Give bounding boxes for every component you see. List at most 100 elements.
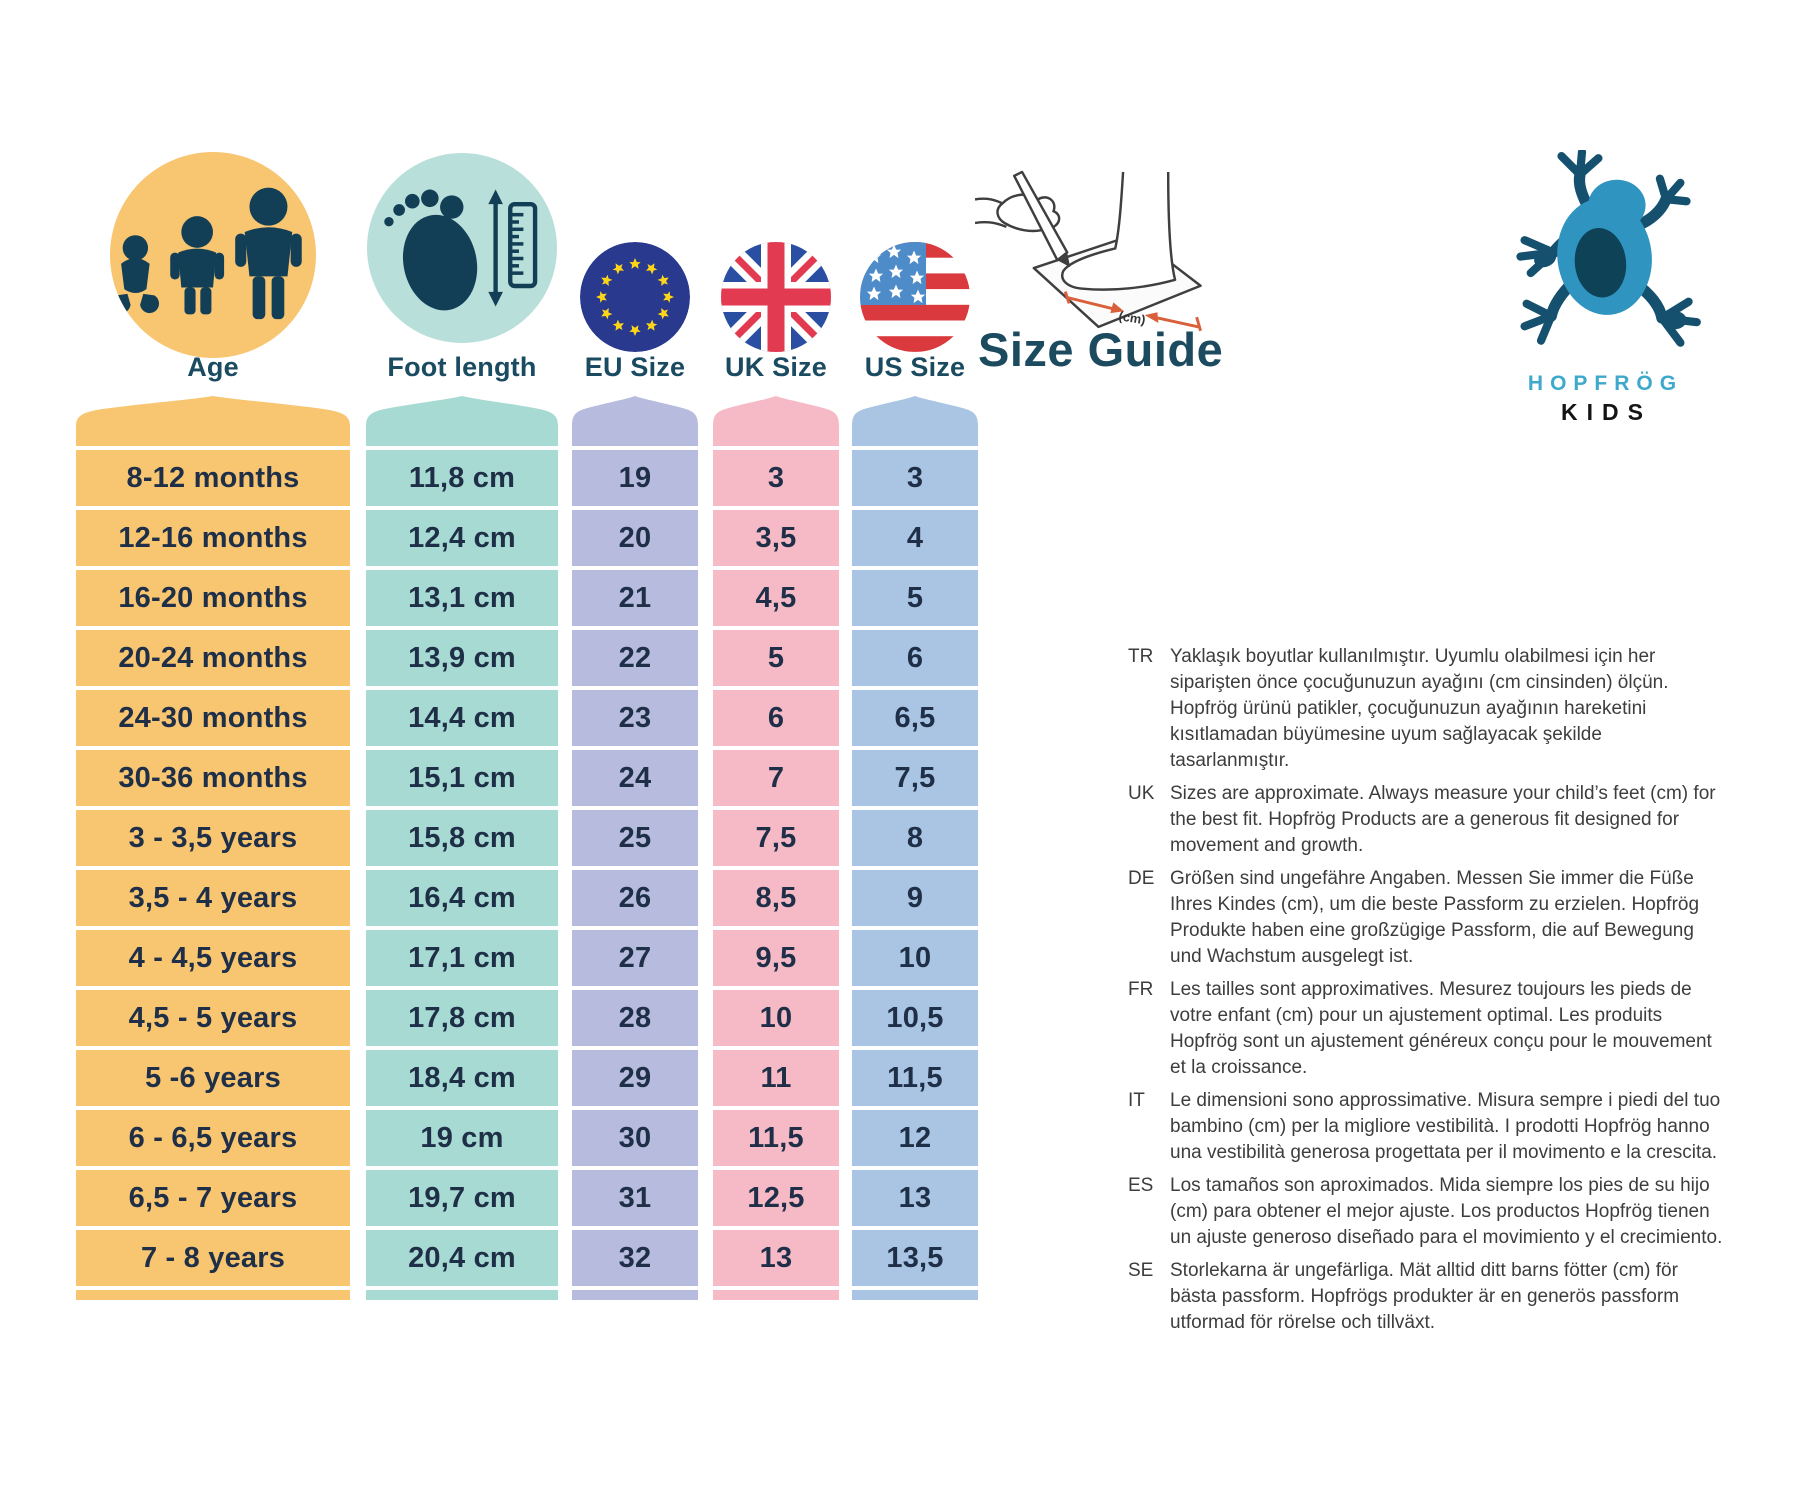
- eu-cell: 29: [572, 1050, 698, 1106]
- column-cutoff-strip: [366, 1290, 558, 1300]
- language-text: Größen sind ungefähre Angaben. Messen Si…: [1170, 868, 1700, 967]
- age-cell: 12-16 months: [76, 510, 350, 566]
- language-code: FR: [1128, 979, 1154, 1000]
- language-text: Storlekarna är ungefärliga. Mät alltid d…: [1170, 1260, 1680, 1333]
- uk-cell: 12,5: [713, 1170, 839, 1226]
- language-note-es: ES Los tamaños son aproximados. Mida sie…: [1128, 1173, 1724, 1251]
- column-cutoff-strip: [713, 1290, 839, 1300]
- foot-cell: 15,8 cm: [366, 810, 558, 866]
- uk-cell: 7,5: [713, 810, 839, 866]
- frog-logo-icon: [1500, 147, 1705, 360]
- age-children-icon: [110, 152, 316, 358]
- age-cell: 6,5 - 7 years: [76, 1170, 350, 1226]
- us-cell: 13,5: [852, 1230, 978, 1286]
- uk-cell: 4,5: [713, 570, 839, 626]
- language-text: Yaklaşık boyutlar kullanılmıştır. Uyumlu…: [1170, 646, 1669, 771]
- brand-name: HOPFRÖG: [1527, 372, 1684, 395]
- column-cap: [852, 396, 978, 446]
- foot-cell: 12,4 cm: [366, 510, 558, 566]
- language-text: Los tamaños son aproximados. Mida siempr…: [1170, 1175, 1723, 1248]
- eu-cell: 24: [572, 750, 698, 806]
- uk-cell: 6: [713, 690, 839, 746]
- column-label-us: US Size: [864, 352, 966, 382]
- language-note-uk: UK Sizes are approximate. Always measure…: [1128, 781, 1724, 859]
- column-label-age: Age: [187, 352, 239, 382]
- column-cells-eu: 19 20 21 22 23 24 25 26 27 28 29 30 31 32: [572, 450, 698, 1286]
- us-cell: 11,5: [852, 1050, 978, 1106]
- column-cap: [366, 396, 558, 446]
- uk-cell: 9,5: [713, 930, 839, 986]
- language-note-fr: FR Les tailles sont approximatives. Mesu…: [1128, 977, 1724, 1081]
- eu-cell: 23: [572, 690, 698, 746]
- eu-cell: 30: [572, 1110, 698, 1166]
- age-cell: 3,5 - 4 years: [76, 870, 350, 926]
- us-cell: 5: [852, 570, 978, 626]
- uk-cell: 13: [713, 1230, 839, 1286]
- foot-cell: 14,4 cm: [366, 690, 558, 746]
- column-cutoff-strip: [572, 1290, 698, 1300]
- age-cell: 5 -6 years: [76, 1050, 350, 1106]
- age-cell: 24-30 months: [76, 690, 350, 746]
- age-cell: 3 - 3,5 years: [76, 810, 350, 866]
- eu-cell: 22: [572, 630, 698, 686]
- us-cell: 6: [852, 630, 978, 686]
- us-cell: 10: [852, 930, 978, 986]
- column-uk: 3 3,5 4,5 5 6 7 7,5 8,5 9,5 10 11 11,5 12,5 13: [713, 396, 839, 1300]
- eu-cell: 27: [572, 930, 698, 986]
- foot-cell: 20,4 cm: [366, 1230, 558, 1286]
- language-code: TR: [1128, 646, 1154, 667]
- language-note-it: IT Le dimensioni sono approssimative. Mi…: [1128, 1088, 1724, 1166]
- uk-flag-icon: [721, 242, 831, 352]
- foot-cell: 16,4 cm: [366, 870, 558, 926]
- language-text: Le dimensioni sono approssimative. Misur…: [1170, 1090, 1721, 1163]
- language-code: ES: [1128, 1175, 1154, 1196]
- column-cells-foot: 11,8 cm 12,4 cm 13,1 cm 13,9 cm 14,4 cm 15,1 …: [366, 450, 558, 1286]
- foot-cell: 11,8 cm: [366, 450, 558, 506]
- foot-cell: 13,1 cm: [366, 570, 558, 626]
- age-cell: 20-24 months: [76, 630, 350, 686]
- foot-cell: 19 cm: [366, 1110, 558, 1166]
- language-code: DE: [1128, 868, 1155, 889]
- foot-cell: 18,4 cm: [366, 1050, 558, 1106]
- language-note-se: SE Storlekarna är ungefärliga. Mät allti…: [1128, 1258, 1724, 1336]
- foot-cell: 19,7 cm: [366, 1170, 558, 1226]
- age-cell: 7 - 8 years: [76, 1230, 350, 1286]
- eu-cell: 26: [572, 870, 698, 926]
- page-title: Size Guide: [978, 323, 1224, 376]
- language-note-de: DE Größen sind ungefähre Angaben. Messen…: [1128, 866, 1724, 970]
- age-cell: 16-20 months: [76, 570, 350, 626]
- column-us: 3 4 5 6 6,5 7,5 8 9 10 10,5 11,5 12 13 13,5: [852, 396, 978, 1300]
- eu-cell: 20: [572, 510, 698, 566]
- column-cells-us: 3 4 5 6 6,5 7,5 8 9 10 10,5 11,5 12 13 13,5: [852, 450, 978, 1286]
- column-foot: 11,8 cm 12,4 cm 13,1 cm 13,9 cm 14,4 cm 15,1 …: [366, 396, 558, 1300]
- language-text: Sizes are approximate. Always measure yo…: [1170, 783, 1716, 856]
- us-cell: 10,5: [852, 990, 978, 1046]
- eu-cell: 32: [572, 1230, 698, 1286]
- foot-cell: 17,1 cm: [366, 930, 558, 986]
- eu-cell: 19: [572, 450, 698, 506]
- uk-cell: 3: [713, 450, 839, 506]
- language-notes: TR Yaklaşık boyutlar kullanılmıştır. Uyu…: [1128, 644, 1724, 1343]
- us-cell: 9: [852, 870, 978, 926]
- age-cell: 6 - 6,5 years: [76, 1110, 350, 1166]
- language-text: Les tailles sont approximatives. Mesurez…: [1170, 979, 1712, 1078]
- language-code: IT: [1128, 1090, 1145, 1111]
- column-cutoff-strip: [852, 1290, 978, 1300]
- foot-length-icon: [367, 153, 557, 343]
- uk-cell: 3,5: [713, 510, 839, 566]
- age-cell: 30-36 months: [76, 750, 350, 806]
- language-code: UK: [1128, 783, 1155, 804]
- column-cap: [572, 396, 698, 446]
- eu-cell: 21: [572, 570, 698, 626]
- eu-cell: 25: [572, 810, 698, 866]
- foot-cell: 13,9 cm: [366, 630, 558, 686]
- column-age: 8-12 months 12-16 months 16-20 months 20-24…: [76, 396, 350, 1300]
- us-cell: 13: [852, 1170, 978, 1226]
- column-cutoff-strip: [76, 1290, 350, 1300]
- us-cell: 6,5: [852, 690, 978, 746]
- language-code: SE: [1128, 1260, 1154, 1281]
- us-cell: 8: [852, 810, 978, 866]
- column-cap: [76, 396, 350, 446]
- uk-cell: 10: [713, 990, 839, 1046]
